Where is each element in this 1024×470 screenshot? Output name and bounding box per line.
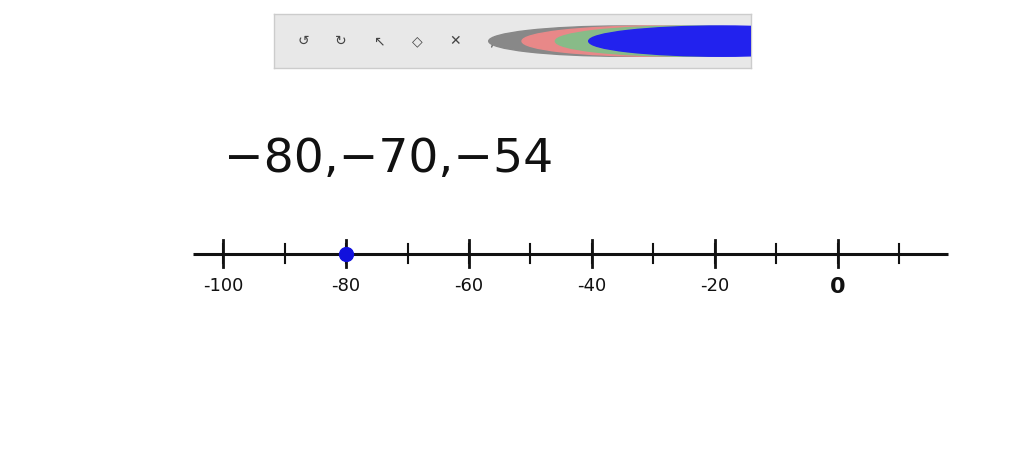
Text: ✕: ✕ [450, 34, 461, 48]
Circle shape [589, 26, 855, 56]
Text: A: A [526, 34, 537, 48]
Text: ◇: ◇ [412, 34, 423, 48]
Text: /: / [492, 34, 496, 48]
Text: -20: -20 [700, 277, 729, 295]
Text: −80,−70,−54: −80,−70,−54 [224, 137, 554, 182]
Text: ↻: ↻ [335, 34, 347, 48]
Circle shape [555, 26, 822, 56]
Text: ↖: ↖ [374, 34, 385, 48]
Text: ↺: ↺ [297, 34, 309, 48]
Text: ▣: ▣ [563, 34, 577, 48]
Text: -100: -100 [203, 277, 244, 295]
Circle shape [488, 26, 756, 56]
Text: -60: -60 [455, 277, 483, 295]
Circle shape [522, 26, 788, 56]
Text: -40: -40 [578, 277, 606, 295]
Text: 0: 0 [829, 277, 846, 297]
Text: -80: -80 [332, 277, 360, 295]
